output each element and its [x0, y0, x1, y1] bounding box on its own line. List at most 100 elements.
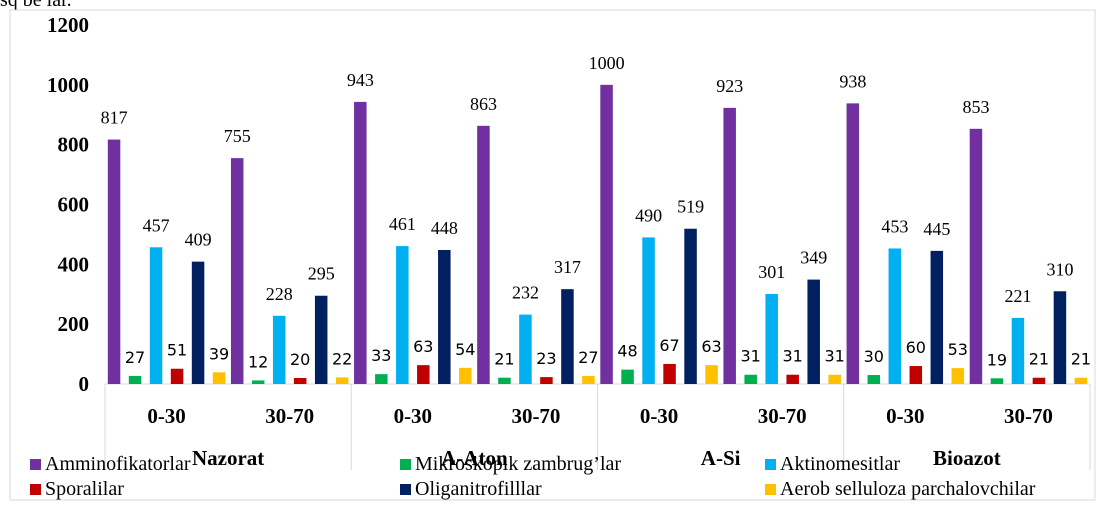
category-label: 30-70 [511, 404, 560, 428]
legend-label: Aktinomesitlar [780, 453, 900, 475]
y-tick-label: 200 [58, 312, 90, 336]
data-label: 461 [389, 214, 416, 234]
data-label: 31 [741, 347, 761, 366]
bar [723, 107, 736, 384]
bar [314, 295, 328, 384]
group-label: Nazorat [192, 446, 264, 470]
bar [230, 158, 244, 384]
legend-label: Sporalilar [45, 478, 124, 500]
bar [293, 378, 307, 384]
data-label: 448 [431, 218, 458, 238]
data-label: 490 [635, 205, 662, 225]
bar [149, 247, 163, 384]
bar [396, 246, 409, 384]
data-label: 31 [825, 347, 845, 366]
bar [272, 315, 286, 384]
legend-swatch [400, 459, 411, 470]
cut-off-top-text: sq be lar. [0, 0, 72, 11]
bar [170, 368, 184, 384]
bar [561, 289, 574, 384]
category-labels: 0-30 30-70 0-30 30-70 0-30 30-70 0-30 30-70Nazo… [147, 404, 1053, 470]
y-tick-label: 1000 [47, 73, 89, 97]
bar [807, 279, 820, 384]
bar [744, 374, 757, 384]
data-label: 1000 [589, 53, 625, 73]
group-label: A-Si [701, 446, 741, 470]
data-label: 54 [455, 340, 475, 359]
data-label: 221 [1004, 286, 1031, 306]
data-label: 27 [125, 348, 145, 367]
legend-label: Amminofikatorlar [45, 453, 191, 475]
y-tick-label: 600 [58, 193, 90, 217]
y-tick-label: 800 [58, 133, 90, 157]
bar [417, 365, 430, 384]
bar [107, 139, 121, 384]
legend-swatch [30, 459, 41, 470]
data-label: 22 [332, 349, 352, 368]
data-label: 301 [758, 262, 785, 282]
bar [990, 378, 1004, 384]
bar [459, 367, 472, 384]
category-label: 0-30 [640, 404, 679, 428]
bar [786, 374, 799, 384]
data-label: 755 [224, 126, 251, 146]
bar [1011, 317, 1025, 384]
bar [684, 228, 697, 384]
data-label: 48 [617, 342, 637, 361]
group-label: Bioazot [933, 446, 1001, 470]
bar [867, 375, 881, 384]
category-label: 30-70 [265, 404, 314, 428]
data-label: 349 [800, 248, 827, 268]
legend-label: Aerob selluloza parchalovchilar [780, 478, 1036, 500]
data-label: 20 [290, 350, 310, 369]
bar [1053, 291, 1067, 384]
data-label: 938 [839, 71, 866, 91]
bar [1032, 377, 1046, 384]
data-label: 21 [1071, 350, 1091, 369]
bar [191, 261, 205, 384]
group-label: A-Aton [441, 446, 508, 470]
bar [888, 248, 902, 384]
legend-label: Mikroskopik zambrug’lar [415, 453, 621, 475]
y-tick-label: 1200 [47, 13, 89, 37]
data-label: 27 [578, 348, 598, 367]
legend-label: Oliganitrofilllar [415, 478, 542, 500]
bar [128, 375, 142, 384]
legend-swatch [765, 459, 776, 470]
bar [909, 366, 923, 384]
bar [600, 84, 613, 384]
bar [540, 377, 553, 384]
bars [107, 84, 1088, 385]
data-label: 817 [101, 108, 128, 128]
data-label: 409 [185, 230, 212, 250]
data-label: 445 [923, 219, 950, 239]
bar [498, 377, 511, 384]
bar [438, 249, 451, 384]
y-tick-label: 400 [58, 252, 90, 276]
bar [335, 377, 349, 384]
bar [828, 374, 841, 384]
data-label: 19 [987, 350, 1007, 369]
data-label: 923 [716, 76, 743, 96]
data-label: 232 [512, 283, 539, 303]
data-label: 295 [308, 264, 335, 284]
bar [1074, 377, 1088, 384]
data-label: 63 [701, 337, 721, 356]
bar [705, 365, 718, 384]
data-label: 943 [347, 70, 374, 90]
data-label: 31 [783, 347, 803, 366]
category-label: 30-70 [758, 404, 807, 428]
category-label: 30-70 [1004, 404, 1053, 428]
data-label: 23 [536, 349, 556, 368]
data-label: 51 [167, 341, 187, 360]
bar [375, 374, 388, 384]
data-label: 228 [266, 284, 293, 304]
data-label: 21 [494, 350, 514, 369]
chart-frame [9, 9, 1096, 501]
data-label: 30 [864, 347, 884, 366]
data-label: 519 [677, 197, 704, 217]
bar [951, 368, 965, 384]
bar [765, 293, 778, 384]
